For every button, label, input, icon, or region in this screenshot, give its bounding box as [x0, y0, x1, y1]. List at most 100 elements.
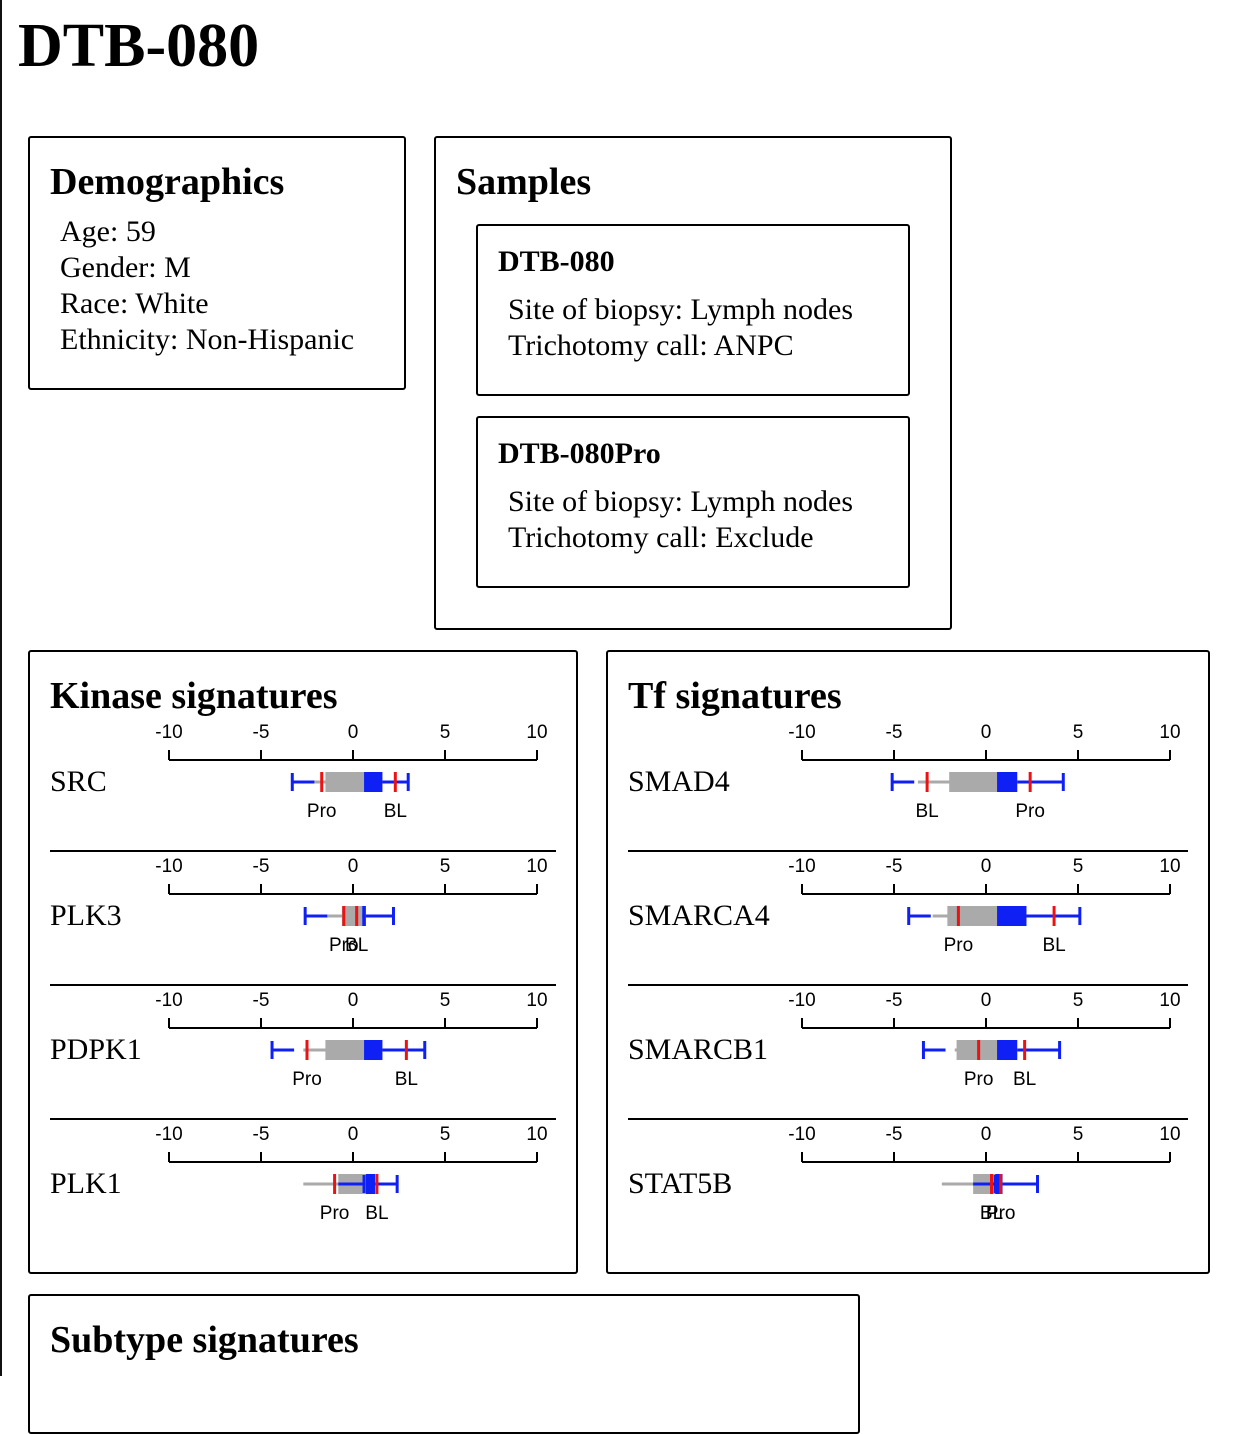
sample-marker-label: Pro: [292, 1069, 322, 1090]
axis-tick-label: -10: [788, 990, 815, 1011]
sample-marker-label: BL: [384, 801, 407, 822]
sample-marker-label: BL: [980, 1203, 1003, 1224]
ethnicity-line: Ethnicity: Non-Hispanic: [60, 323, 355, 356]
blue-box: [365, 1174, 376, 1194]
signature-name: PLK3: [50, 899, 122, 932]
blue-box: [995, 1174, 1003, 1194]
left-border: [0, 0, 2, 1376]
axis-tick-label: 10: [526, 990, 547, 1011]
blue-box: [364, 772, 383, 792]
axis-tick-label: -5: [886, 856, 903, 877]
axis-tick-label: -10: [155, 990, 182, 1011]
axis-tick-label: 10: [1159, 1124, 1180, 1145]
row-divider: [50, 850, 556, 852]
sample-marker-label: Pro: [964, 1069, 994, 1090]
axis-tick-label: 0: [981, 856, 992, 877]
tf-heading: Tf signatures: [628, 675, 842, 717]
sample-trichotomy: Trichotomy call: ANPC: [508, 329, 794, 362]
axis-tick-label: 5: [1073, 1124, 1084, 1145]
blue-box: [997, 906, 1027, 926]
sample-name: DTB-080: [498, 245, 615, 278]
axis-tick-label: -10: [155, 722, 182, 743]
row-divider: [628, 984, 1188, 986]
sample-card: DTB-080 Site of biopsy: Lymph nodes Tric…: [476, 224, 910, 396]
axis-tick-label: -10: [788, 722, 815, 743]
signature-name: SMARCA4: [628, 899, 770, 932]
samples-panel: Samples DTB-080 Site of biopsy: Lymph no…: [434, 136, 952, 630]
row-divider: [628, 850, 1188, 852]
sample-marker-label: BL: [915, 801, 938, 822]
sample-site: Site of biopsy: Lymph nodes: [508, 485, 853, 518]
axis-tick-label: 10: [526, 722, 547, 743]
axis-tick-label: 0: [981, 990, 992, 1011]
kinase-signatures-panel: Kinase signatures SRC -10 -5 0 5 10 Pro BL PLK3-…: [28, 650, 578, 1274]
axis-tick-label: -10: [155, 856, 182, 877]
axis-tick-label: -5: [886, 990, 903, 1011]
axis-tick-label: -5: [253, 722, 270, 743]
row-divider: [628, 1118, 1188, 1120]
signature-name: SRC: [50, 765, 107, 798]
signature-plot: -10 -5 0 5 10 Pro BL: [155, 990, 547, 1090]
sample-trichotomy: Trichotomy call: Exclude: [508, 521, 814, 554]
row-divider: [50, 984, 556, 986]
blue-box: [362, 906, 366, 926]
axis-tick-label: 5: [1073, 722, 1084, 743]
sample-site: Site of biopsy: Lymph nodes: [508, 293, 853, 326]
axis-tick-label: 5: [440, 1124, 451, 1145]
sample-marker-label: Pro: [986, 1203, 1016, 1224]
row-divider: [50, 1118, 556, 1120]
axis-tick-label: -5: [253, 1124, 270, 1145]
axis-tick-label: 0: [348, 722, 359, 743]
race-line: Race: White: [60, 287, 209, 320]
signature-plot: -10 -5 0 5 10 Pro BL: [788, 856, 1180, 956]
axis-tick-label: 10: [526, 1124, 547, 1145]
sample-marker-label: Pro: [944, 935, 974, 956]
signature-name: STAT5B: [628, 1167, 733, 1200]
grey-box: [325, 1040, 365, 1060]
axis-tick-label: 0: [348, 990, 359, 1011]
samples-heading: Samples: [456, 161, 592, 203]
grey-box: [947, 906, 998, 926]
gender-line: Gender: M: [60, 251, 191, 284]
axis-tick-label: -5: [886, 1124, 903, 1145]
grey-box: [325, 772, 365, 792]
signature-name: SMAD4: [628, 765, 730, 798]
axis-tick-label: 5: [440, 722, 451, 743]
grey-box: [956, 1040, 998, 1060]
sample-marker-label: Pro: [320, 1203, 350, 1224]
blue-box: [997, 1040, 1018, 1060]
axis-tick-label: -10: [788, 856, 815, 877]
axis-tick-label: 5: [1073, 990, 1084, 1011]
axis-tick-label: 10: [1159, 856, 1180, 877]
tf-signatures-panel: Tf signatures SMAD4 -10 -5 0 5 10 BL Pro SMARCA4…: [606, 650, 1210, 1274]
blue-box: [364, 1040, 383, 1060]
axis-tick-label: 10: [1159, 722, 1180, 743]
axis-tick-label: 0: [348, 856, 359, 877]
axis-tick-label: 5: [1073, 856, 1084, 877]
page-title: DTB-080: [18, 12, 260, 80]
signature-name: PDPK1: [50, 1033, 142, 1066]
demographics-heading: Demographics: [50, 161, 285, 203]
sample-marker-label: BL: [345, 935, 368, 956]
sample-marker-label: BL: [395, 1069, 418, 1090]
sample-marker-label: Pro: [1015, 801, 1045, 822]
sample-marker-label: Pro: [307, 801, 337, 822]
sample-marker-label: BL: [365, 1203, 388, 1224]
sample-marker-label: BL: [1042, 935, 1065, 956]
axis-tick-label: -5: [253, 990, 270, 1011]
axis-tick-label: 5: [440, 990, 451, 1011]
kinase-heading: Kinase signatures: [50, 675, 338, 717]
axis-tick-label: 0: [348, 1124, 359, 1145]
axis-tick-label: 10: [1159, 990, 1180, 1011]
sample-name: DTB-080Pro: [498, 437, 661, 470]
signature-plot: -10 -5 0 5 10 Pro BL: [788, 990, 1180, 1090]
sample-marker-label: BL: [1013, 1069, 1036, 1090]
signature-name: PLK1: [50, 1167, 122, 1200]
sample-card: DTB-080Pro Site of biopsy: Lymph nodes T…: [476, 416, 910, 588]
sample-marker-label: Pro: [329, 935, 359, 956]
axis-tick-label: -10: [788, 1124, 815, 1145]
